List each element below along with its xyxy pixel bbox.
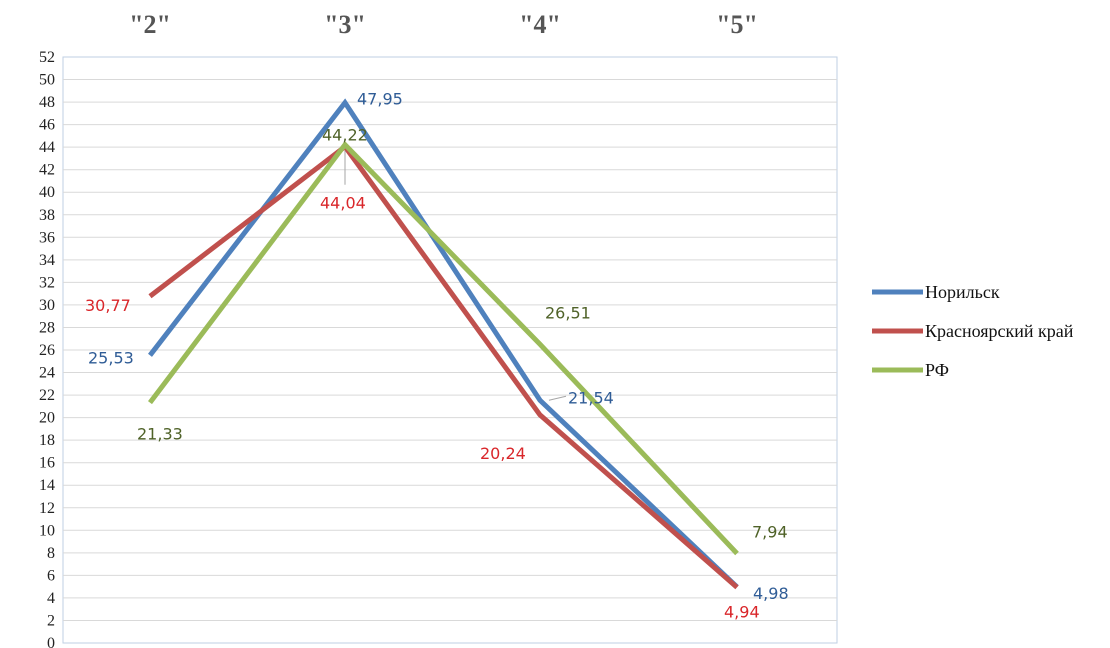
y-tick-label: 0 (47, 635, 55, 648)
data-label: 21,54 (568, 388, 614, 407)
legend: Норильск Красноярский край РФ (872, 282, 1074, 380)
y-tick-label: 28 (39, 319, 55, 336)
y-tick-label: 50 (39, 72, 55, 89)
y-tick-label: 38 (39, 207, 55, 224)
y-tick-label: 48 (39, 94, 55, 111)
y-tick-label: 12 (39, 500, 55, 517)
series-line-1 (148, 143, 739, 590)
y-tick-label: 14 (39, 477, 55, 494)
data-label: 47,95 (357, 90, 403, 109)
legend-label: РФ (925, 360, 949, 380)
y-tick-label: 22 (39, 387, 55, 404)
category-label: "4" (519, 10, 561, 39)
y-tick-label: 44 (39, 139, 55, 156)
y-tick-label: 52 (39, 49, 55, 66)
y-tick-label: 30 (39, 297, 55, 314)
y-tick-label: 42 (39, 162, 55, 179)
category-label: "3" (324, 10, 366, 39)
legend-label: Красноярский край (925, 321, 1074, 341)
y-tick-label: 26 (39, 342, 55, 359)
data-label: 44,04 (320, 194, 366, 213)
y-tick-label: 24 (39, 365, 55, 382)
y-tick-label: 46 (39, 117, 55, 134)
y-tick-label: 10 (39, 522, 55, 539)
y-tick-label: 36 (39, 229, 55, 246)
series-line-0 (148, 98, 739, 589)
category-labels: "2" "3" "4" "5" (129, 10, 758, 39)
category-label: "5" (716, 10, 758, 39)
y-tick-label: 18 (39, 432, 55, 449)
data-label: 21,33 (137, 425, 183, 444)
data-label: 44,22 (322, 126, 368, 145)
category-label: "2" (129, 10, 171, 39)
series-line-2 (148, 140, 739, 556)
data-label: 26,51 (545, 303, 591, 322)
data-label: 25,53 (88, 348, 134, 367)
y-tick-label: 6 (47, 567, 55, 584)
y-tick-label: 4 (47, 590, 55, 607)
data-labels: 25,53 47,95 21,54 4,98 30,77 44,04 20,24 4,94 21… (85, 90, 789, 622)
y-tick-label: 20 (39, 410, 55, 427)
data-label: 4,94 (724, 602, 760, 621)
grid-lines (63, 79, 837, 621)
y-tick-label: 40 (39, 184, 55, 201)
data-label: 20,24 (480, 444, 526, 463)
y-tick-label: 34 (39, 252, 55, 269)
y-tick-label: 2 (47, 612, 55, 629)
y-tick-label: 32 (39, 274, 55, 291)
series-lines (148, 98, 739, 590)
legend-label: Норильск (925, 282, 1000, 302)
data-label: 7,94 (752, 523, 788, 542)
y-tick-label: 16 (39, 455, 55, 472)
data-label: 4,98 (753, 584, 789, 603)
leader-line (548, 395, 567, 401)
y-tick-label: 8 (47, 545, 55, 562)
y-axis-ticks: 0246810121416182022242628303234363840424… (39, 49, 55, 648)
data-label: 30,77 (85, 296, 131, 315)
